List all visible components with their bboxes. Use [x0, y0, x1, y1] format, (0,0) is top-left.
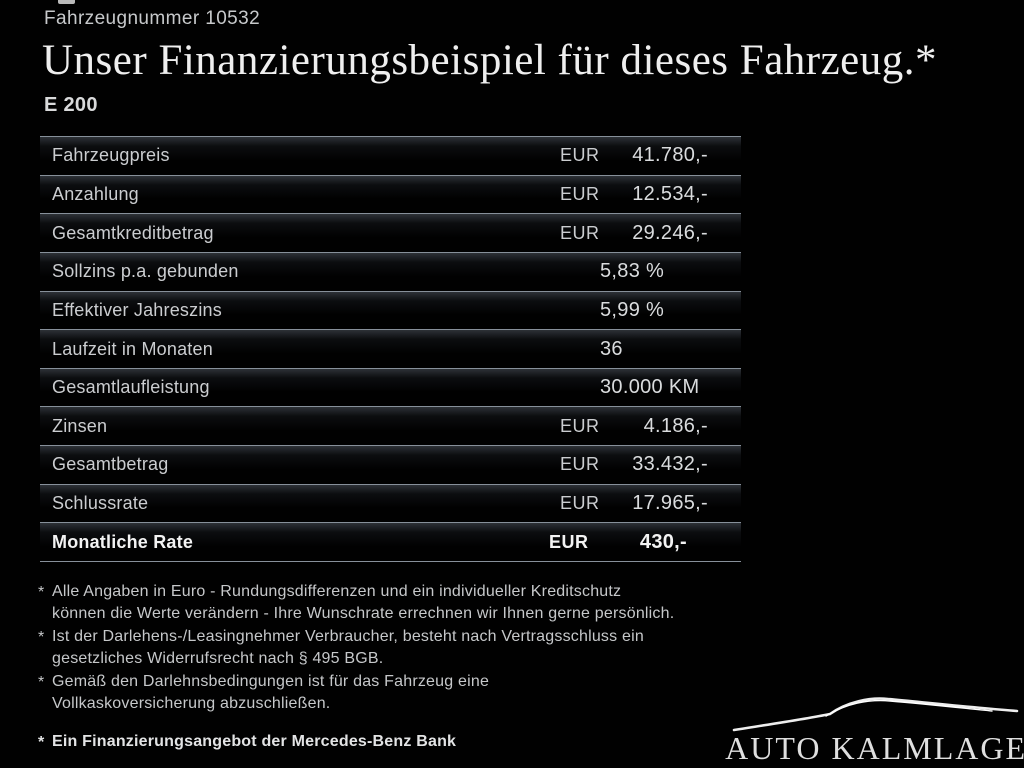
row-value-cell: 30.000 KM — [545, 376, 741, 399]
row-label: Schlussrate — [52, 493, 149, 514]
currency-label: EUR — [560, 222, 600, 243]
table-row: Schlussrate EUR 17.965,- — [40, 483, 741, 523]
footnote-line: können die Werte verändern - Ihre Wunsch… — [52, 604, 675, 622]
currency-label: EUR — [560, 145, 600, 166]
footnote: * Gemäß den Darlehnsbedingungen ist für … — [38, 671, 783, 714]
table-row: Monatliche Rate EUR 430,- — [40, 522, 741, 562]
row-label: Effektiver Jahreszins — [52, 299, 222, 320]
table-row: Gesamtkreditbetrag EUR 29.246,- — [40, 213, 741, 252]
row-value: 33.432,- — [632, 453, 708, 476]
dealer-name: AUTO KALMLAGE — [725, 730, 1024, 766]
table-row: Laufzeit in Monaten 36 — [40, 329, 741, 368]
footnote-line: Alle Angaben in Euro - Rundungsdifferenz… — [52, 583, 622, 600]
row-value-cell: EUR 41.780,- — [545, 144, 741, 167]
currency-label: EUR — [560, 454, 600, 475]
row-value: 5,83 % — [600, 260, 665, 283]
row-value: 5,99 % — [600, 298, 665, 321]
row-label: Fahrzeugpreis — [52, 145, 170, 166]
dealer-logo: AUTO KALMLAGE — [712, 680, 1024, 768]
row-value-cell: 36 — [545, 338, 741, 361]
table-row: Gesamtlaufleistung 30.000 KM — [40, 367, 741, 407]
footnotes: * Alle Angaben in Euro - Rundungsdiffere… — [38, 581, 783, 755]
car-silhouette-icon — [732, 697, 1019, 732]
asterisk-marker: * — [38, 629, 45, 646]
table-row: Zinsen EUR 4.186,- — [40, 406, 741, 446]
row-label: Gesamtlaufleistung — [52, 377, 210, 398]
row-label: Zinsen — [52, 415, 108, 436]
currency-label: EUR — [560, 183, 600, 204]
table-row: Fahrzeugpreis EUR 41.780,- — [40, 136, 741, 175]
footnote: * Ein Finanzierungsangebot der Mercedes-… — [38, 731, 783, 753]
row-value-cell: EUR 4.186,- — [545, 415, 741, 438]
asterisk-marker: * — [38, 584, 45, 601]
row-value-cell: EUR 430,- — [545, 531, 741, 554]
row-value: 12.534,- — [632, 182, 708, 205]
row-value: 36 — [600, 337, 623, 360]
row-value-cell: EUR 33.432,- — [545, 453, 741, 476]
footnote: * Alle Angaben in Euro - Rundungsdiffere… — [38, 581, 783, 624]
row-value: 430,- — [639, 530, 687, 553]
top-edge-artifact — [58, 0, 75, 4]
row-label: Gesamtbetrag — [52, 454, 169, 475]
currency-label: EUR — [560, 415, 600, 436]
row-value: 4.186,- — [643, 414, 708, 437]
row-label: Monatliche Rate — [52, 531, 194, 552]
model-name: E 200 — [44, 94, 98, 116]
row-value: 17.965,- — [632, 492, 708, 515]
row-value-cell: EUR 12.534,- — [545, 183, 741, 206]
table-row: Gesamtbetrag EUR 33.432,- — [40, 445, 741, 484]
row-value: 30.000 KM — [600, 376, 700, 399]
row-label: Anzahlung — [52, 183, 139, 204]
table-row: Sollzins p.a. gebunden 5,83 % — [40, 251, 741, 291]
vehicle-number: Fahrzeugnummer 10532 — [44, 8, 261, 29]
footnote-line: Ein Finanzierungsangebot der Mercedes-Be… — [52, 733, 457, 750]
row-value-cell: 5,99 % — [545, 299, 741, 322]
row-value-cell: EUR 17.965,- — [545, 492, 741, 515]
asterisk-marker: * — [38, 674, 45, 691]
finance-table: Fahrzeugpreis EUR 41.780,- Anzahlung EUR… — [40, 136, 741, 562]
row-value: 29.246,- — [632, 221, 708, 244]
table-row: Anzahlung EUR 12.534,- — [40, 174, 741, 214]
row-label: Gesamtkreditbetrag — [52, 222, 214, 243]
page-title: Unser Finanzierungsbeispiel für dieses F… — [42, 37, 938, 84]
row-label: Laufzeit in Monaten — [52, 338, 213, 359]
row-value-cell: 5,83 % — [545, 260, 741, 283]
row-value-cell: EUR 29.246,- — [545, 222, 741, 245]
currency-label: EUR — [549, 531, 589, 552]
footnote-line: Ist der Darlehens-/Leasingnehmer Verbrau… — [52, 628, 644, 645]
currency-label: EUR — [560, 493, 600, 514]
row-value: 41.780,- — [632, 144, 708, 167]
footnote: * Ist der Darlehens-/Leasingnehmer Verbr… — [38, 626, 783, 669]
footnote-line: Gemäß den Darlehnsbedingungen ist für da… — [52, 673, 490, 690]
row-label: Sollzins p.a. gebunden — [52, 261, 239, 282]
table-row: Effektiver Jahreszins 5,99 % — [40, 290, 741, 330]
footnote-line: Vollkaskoversicherung abzuschließen. — [52, 694, 331, 712]
footnote-line: gesetzliches Widerrufsrecht nach § 495 B… — [52, 649, 384, 667]
asterisk-marker: * — [38, 734, 45, 751]
